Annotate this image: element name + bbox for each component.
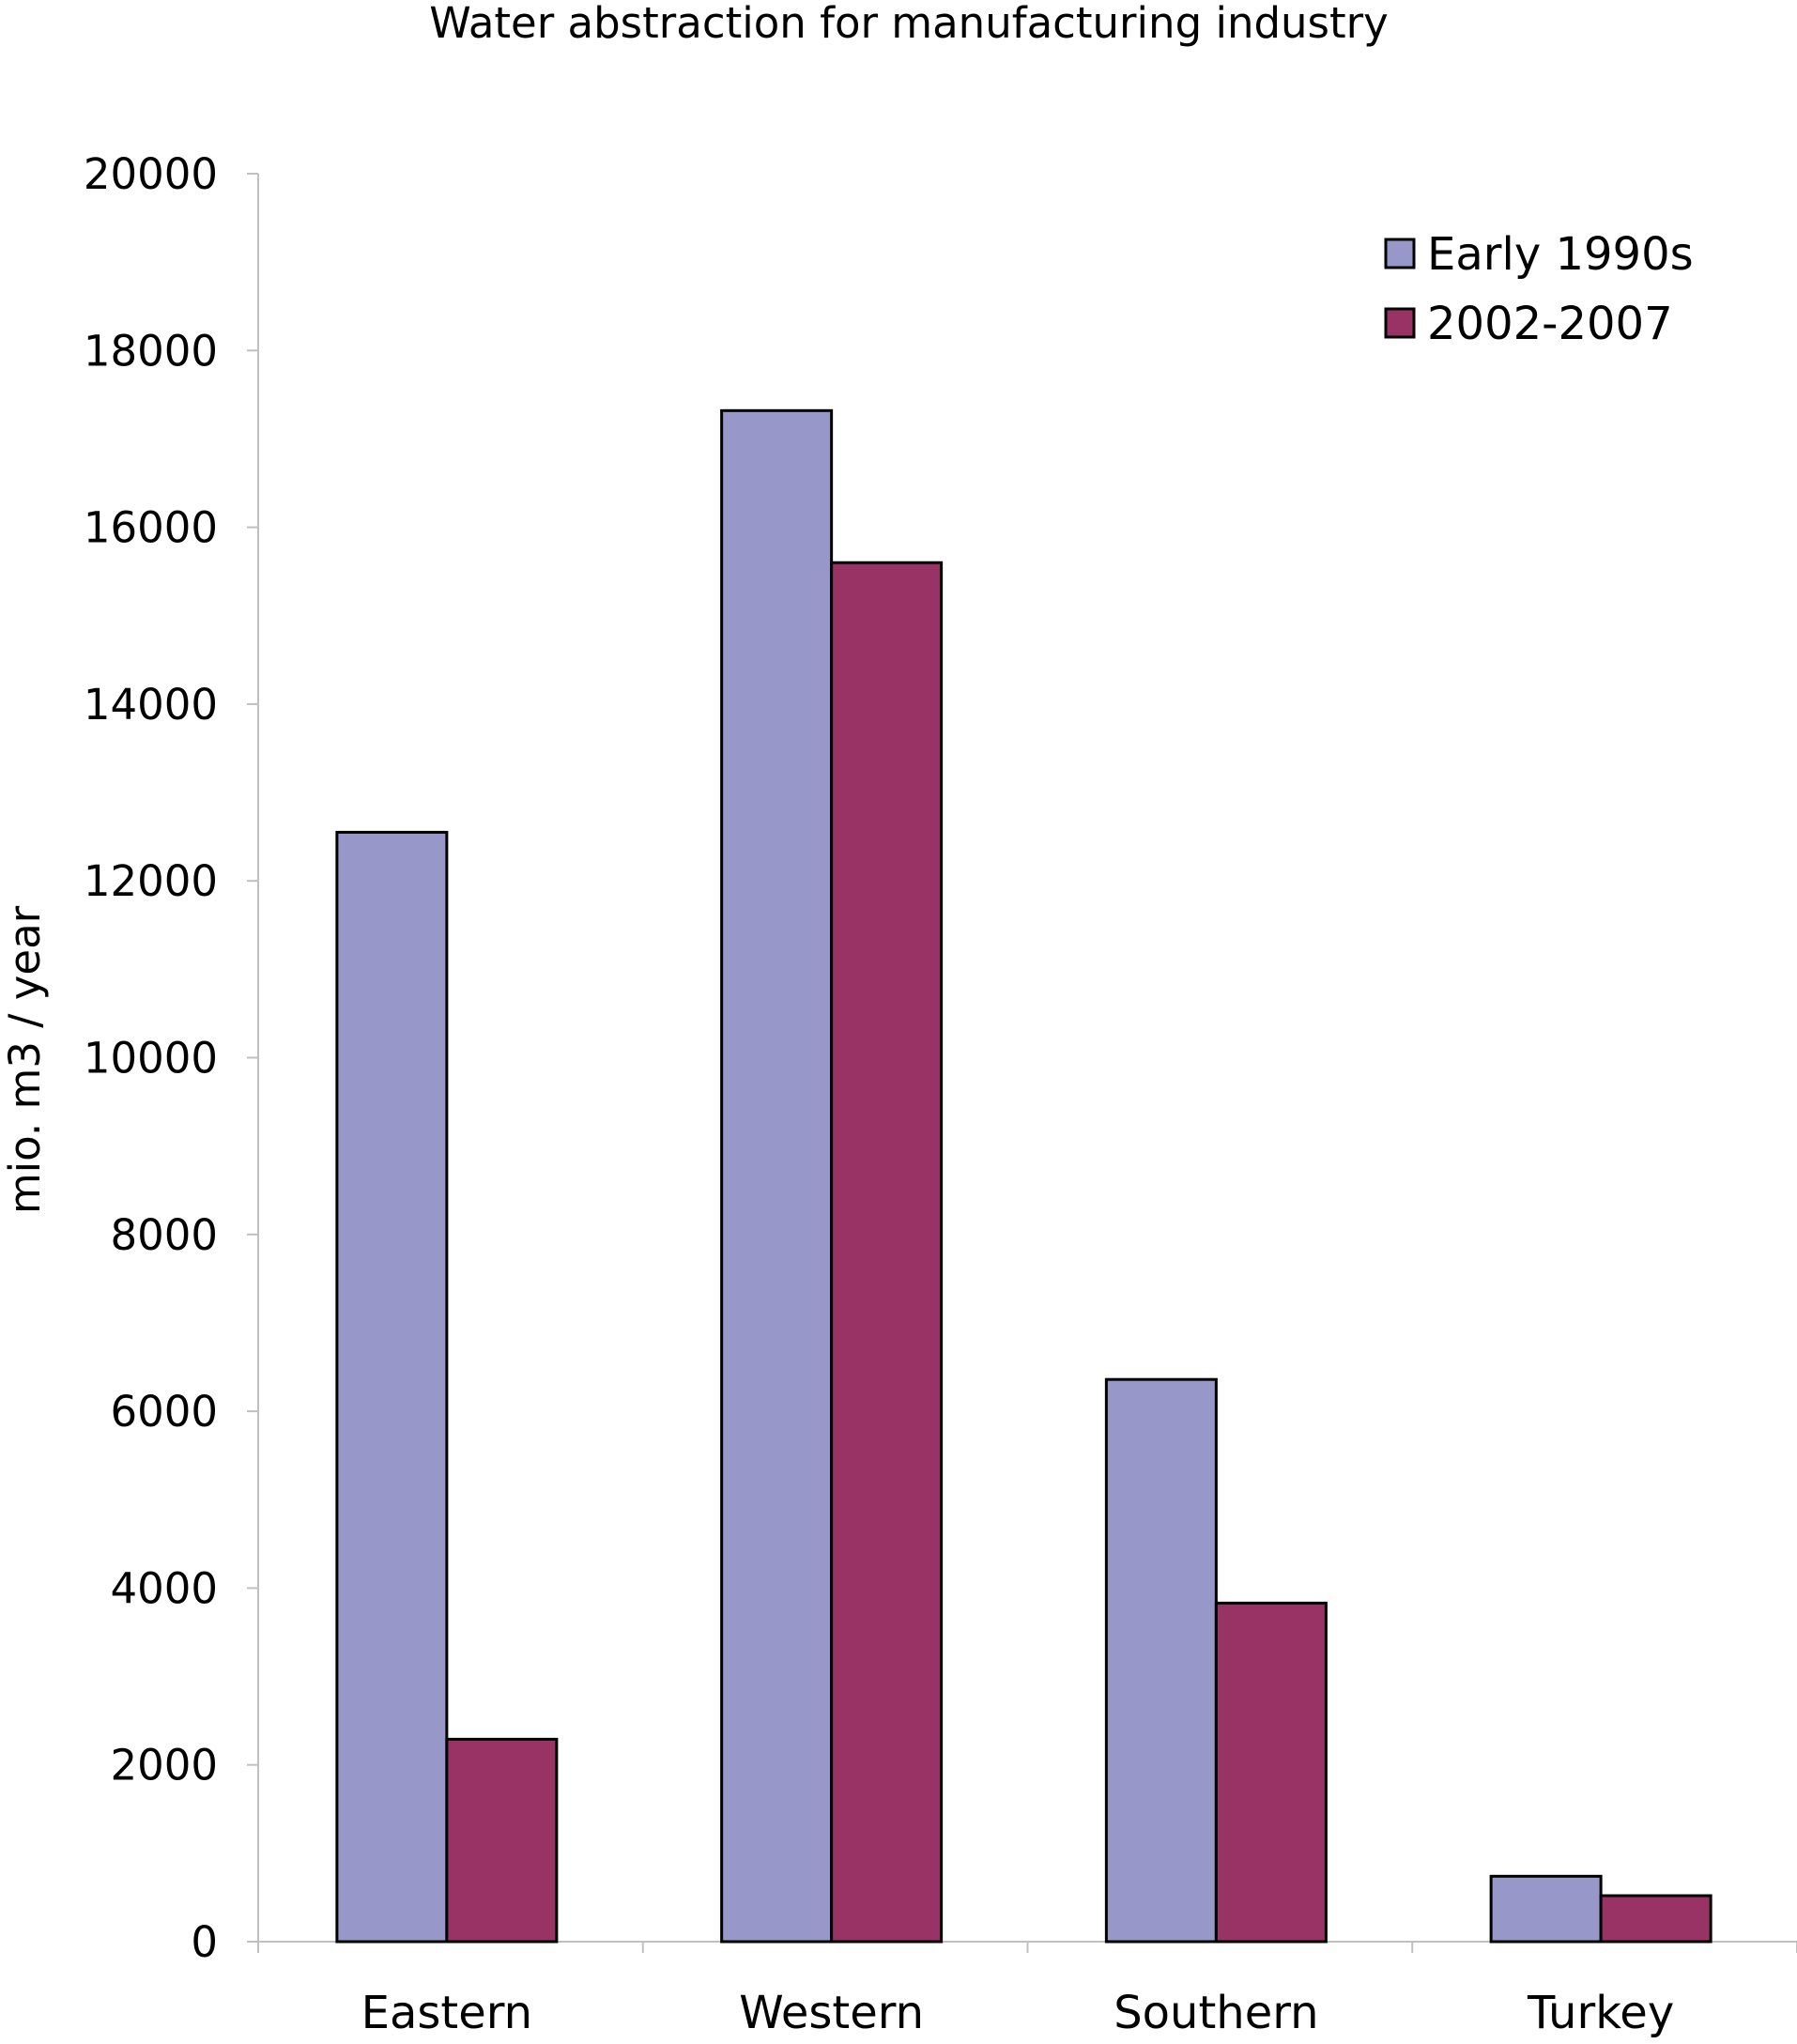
axes: 0 2000 4000 6000 8000 10000 12000 14000 16000 180…	[84, 149, 1797, 2039]
y-tick-label: 4000	[110, 1563, 218, 1613]
y-tick-label: 16000	[84, 503, 218, 553]
x-category-label: Southern	[1114, 1987, 1318, 2039]
legend: Early 1990s 2002-2007	[1384, 228, 1694, 350]
y-tick-label: 6000	[110, 1387, 218, 1437]
bar-southern-2002-2007	[1214, 1601, 1328, 1944]
y-tick-label: 14000	[84, 680, 218, 730]
bar-western-early-1990s	[720, 408, 834, 1944]
x-category-label: Turkey	[1527, 1987, 1674, 2039]
bar-turkey-early-1990s	[1489, 1874, 1603, 1944]
y-tick-label: 0	[191, 1917, 218, 1967]
bars	[335, 408, 1713, 1944]
bar-eastern-early-1990s	[335, 830, 449, 1944]
bar-western-2002-2007	[830, 561, 944, 1944]
y-axis-label: mio. m3 / year	[0, 905, 50, 1214]
x-category-label: Eastern	[361, 1987, 532, 2039]
bar-turkey-2002-2007	[1599, 1894, 1713, 1944]
y-tick-label: 20000	[84, 149, 218, 199]
y-tick-label: 2000	[110, 1741, 218, 1790]
x-category-label: Western	[739, 1987, 924, 2039]
bar-southern-early-1990s	[1104, 1377, 1218, 1944]
y-tick-label: 10000	[84, 1034, 218, 1083]
legend-swatch	[1384, 238, 1416, 269]
legend-swatch	[1384, 307, 1416, 339]
y-tick-label: 18000	[84, 326, 218, 376]
bar-eastern-2002-2007	[445, 1737, 559, 1944]
legend-label: Early 1990s	[1427, 228, 1694, 281]
legend-label: 2002-2007	[1427, 298, 1673, 350]
y-tick-label: 8000	[110, 1210, 218, 1260]
chart-title: Water abstraction for manufacturing indu…	[429, 0, 1389, 48]
y-tick-label: 12000	[84, 856, 218, 906]
